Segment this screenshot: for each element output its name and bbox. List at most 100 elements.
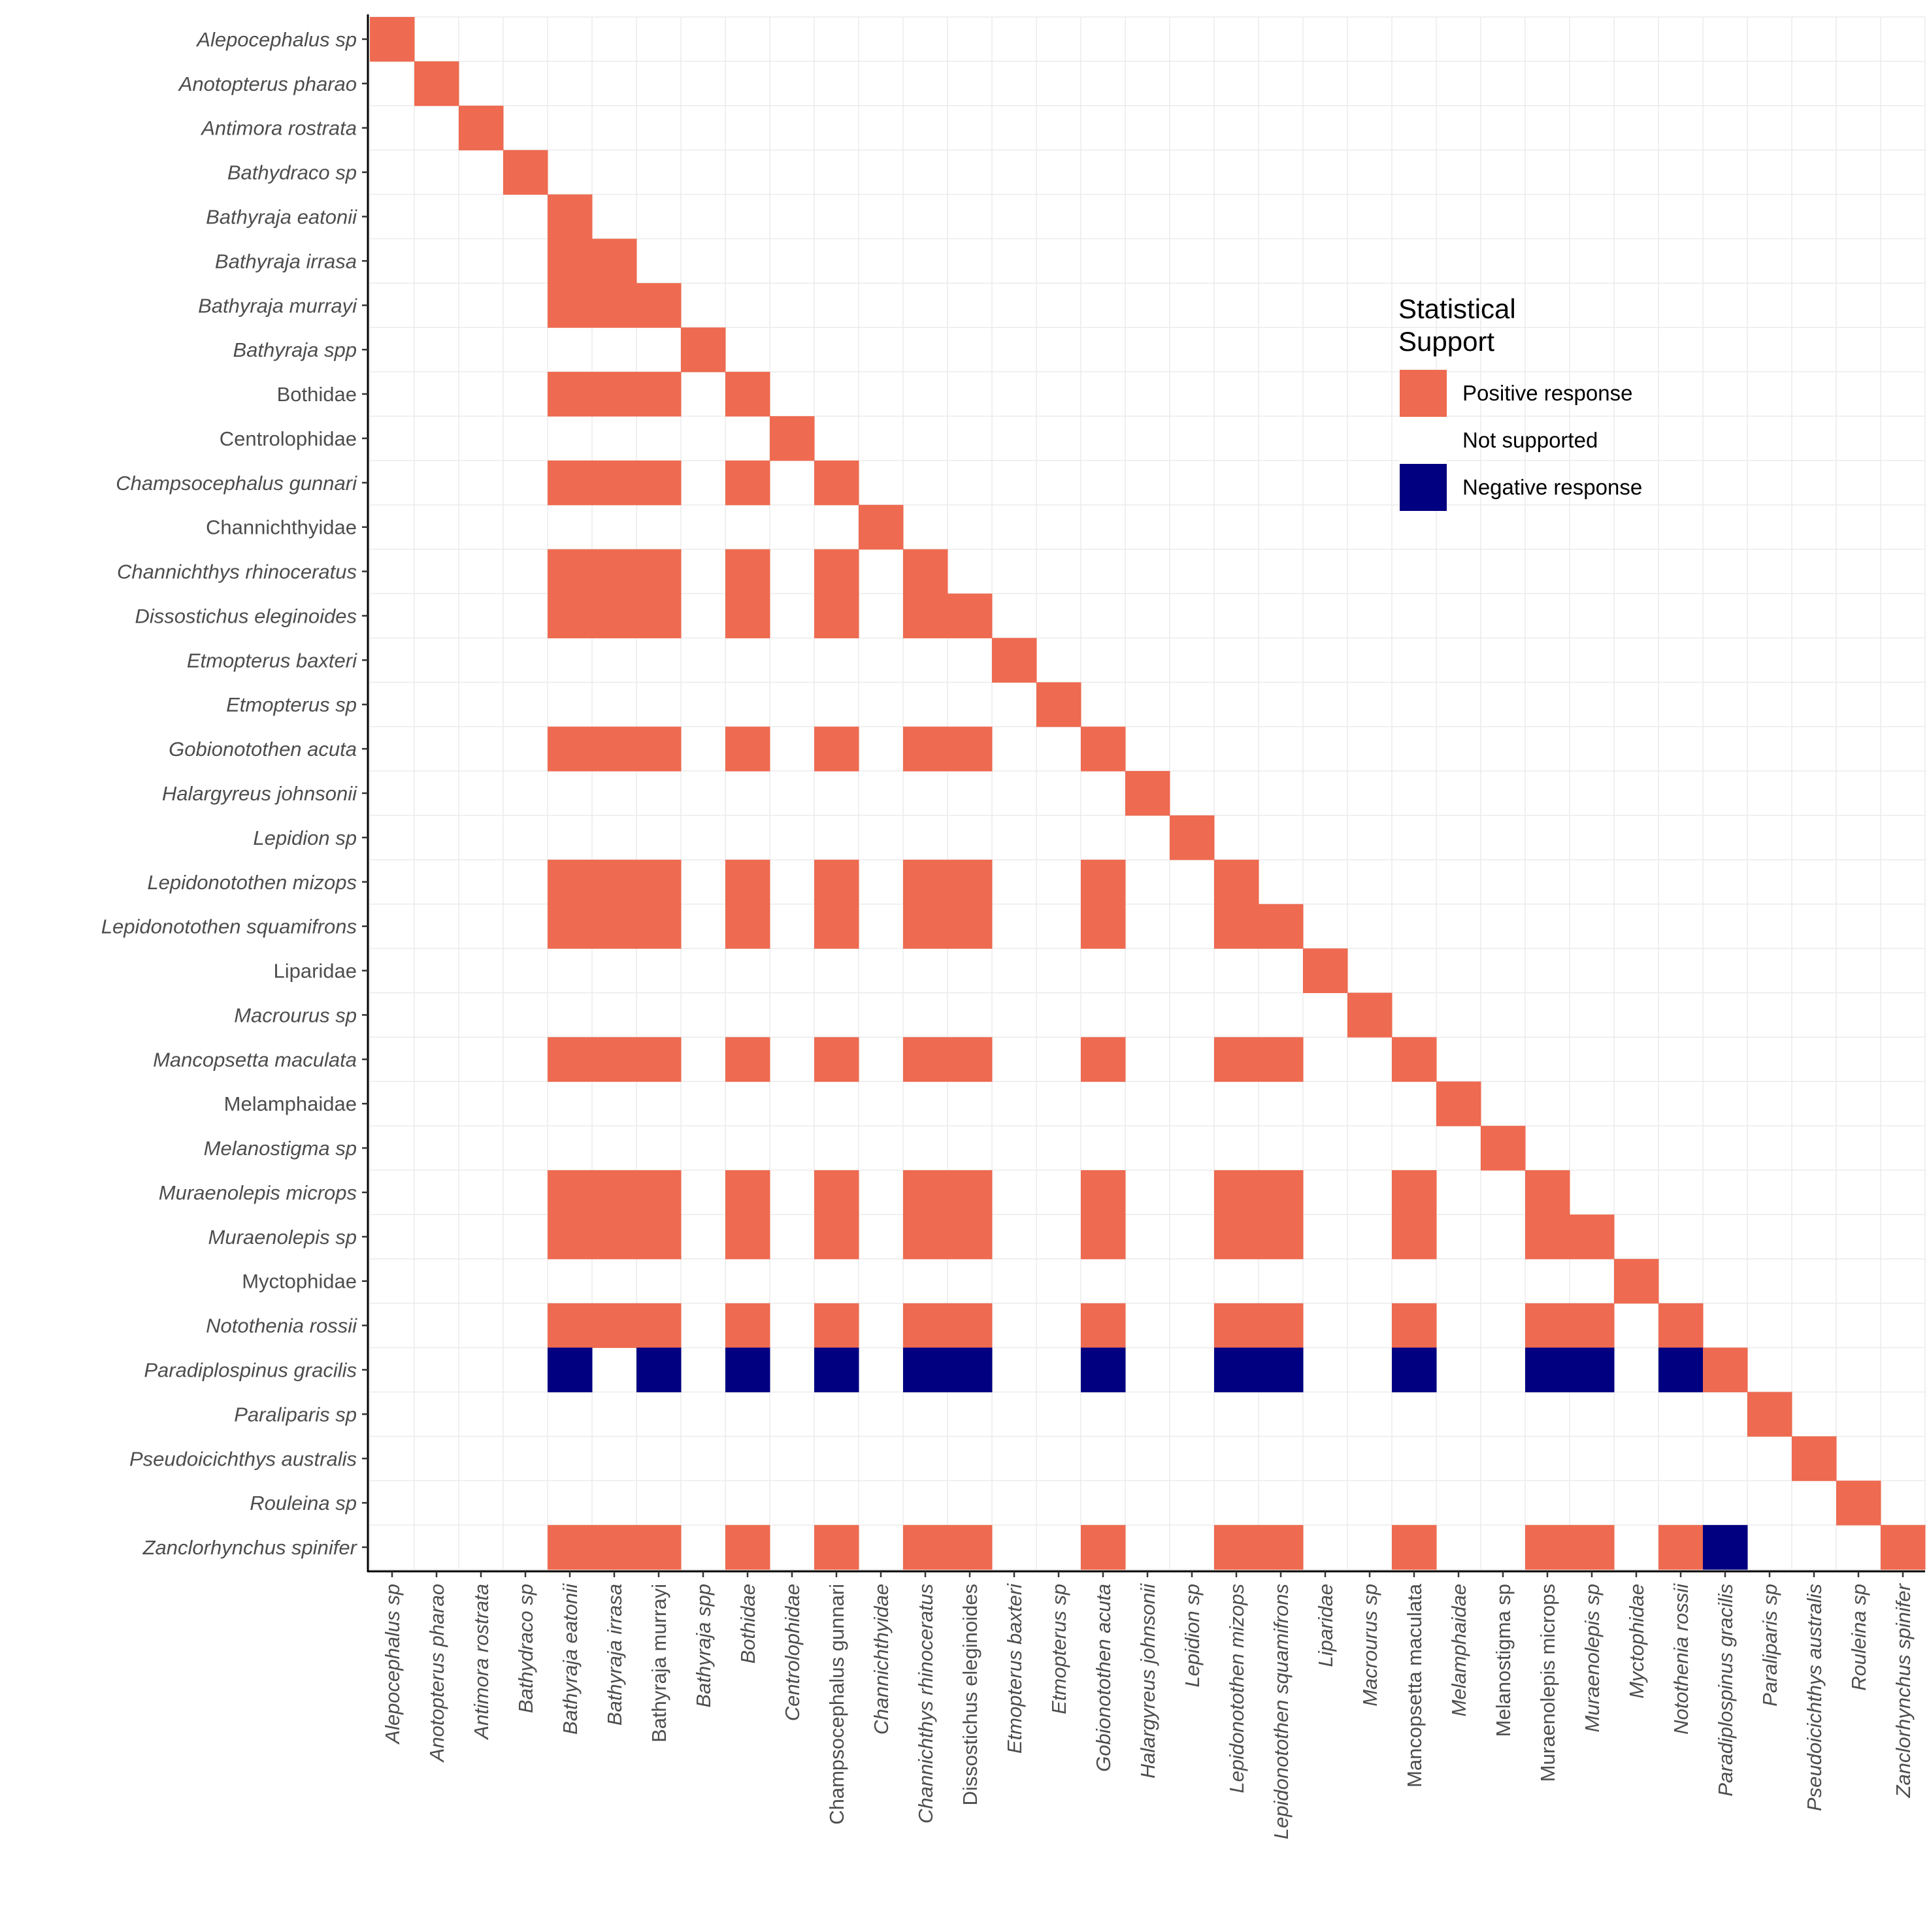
- heatmap-cell-positive: [548, 1037, 593, 1082]
- heatmap-cell-positive: [548, 727, 593, 772]
- x-tick-label: Lepidonotothen mizops: [1225, 1584, 1248, 1793]
- heatmap-cell-positive: [1792, 1436, 1837, 1481]
- heatmap-cell-positive: [948, 1037, 993, 1082]
- heatmap-cell-positive: [903, 1170, 948, 1215]
- legend: Statistical Support Positive response No…: [1398, 293, 1642, 511]
- heatmap-cell-positive: [948, 727, 993, 772]
- heatmap-cell-positive: [548, 1525, 593, 1570]
- heatmap-cell-positive: [903, 1037, 948, 1082]
- heatmap-cell-positive: [948, 593, 993, 638]
- y-tick-label: Halargyreus johnsonii: [162, 782, 357, 805]
- heatmap-cell-positive: [548, 859, 593, 905]
- heatmap-cell-positive: [548, 194, 593, 239]
- heatmap-cell-positive: [814, 549, 859, 595]
- y-tick-label: Paradiplospinus gracilis: [144, 1359, 357, 1382]
- y-tick-label: Macrourus sp: [234, 1004, 357, 1026]
- heatmap-cell-negative: [548, 1347, 593, 1392]
- heatmap-cell-positive: [636, 283, 682, 328]
- heatmap-cell-positive: [1170, 815, 1215, 860]
- heatmap-cell-positive: [1081, 727, 1126, 772]
- heatmap-cell-positive: [1259, 1303, 1304, 1349]
- x-tick-label: Liparidae: [1314, 1584, 1337, 1667]
- x-tick-label: Antimora rostrata: [470, 1584, 493, 1741]
- y-tick-label: Lepidion sp: [253, 827, 357, 849]
- x-tick-label: Muraenolepis sp: [1581, 1584, 1604, 1732]
- legend-key-positive: [1400, 370, 1447, 417]
- heatmap-cell-positive: [814, 1303, 859, 1349]
- heatmap-cell-negative: [1658, 1347, 1704, 1392]
- heatmap-cell-positive: [636, 904, 682, 949]
- y-tick-labels: Alepocephalus sp Anotopterus pharao Antimo…: [101, 28, 358, 1559]
- heatmap-cell-positive: [1303, 948, 1348, 993]
- x-tick-label: Melanostigma sp: [1492, 1584, 1515, 1737]
- heatmap-cell-positive: [948, 1214, 993, 1260]
- legend-key-not-supported: [1400, 417, 1447, 464]
- x-tick-label: Zanclorhynchus spinifer: [1892, 1582, 1915, 1798]
- heatmap-cell-negative: [1259, 1347, 1304, 1392]
- x-tick-label: Alepocephalus sp: [381, 1584, 404, 1745]
- heatmap-cell-positive: [903, 727, 948, 772]
- heatmap-cell-positive: [1881, 1525, 1926, 1570]
- x-tick-label: Etmopterus sp: [1047, 1584, 1070, 1714]
- heatmap-cell-positive: [636, 1037, 682, 1082]
- heatmap-cell-positive: [1481, 1126, 1526, 1171]
- x-tick-label: Bathyraja irrasa: [603, 1584, 626, 1726]
- y-tick-label: Bothidae: [277, 383, 357, 406]
- heatmap-cell-positive: [948, 904, 993, 949]
- heatmap-cell-negative: [1081, 1347, 1126, 1392]
- heatmap-cell-positive: [636, 372, 682, 417]
- heatmap-cell-positive: [903, 1214, 948, 1260]
- heatmap-cell-positive: [814, 1525, 859, 1570]
- y-tick-label: Muraenolepis microps: [159, 1181, 357, 1204]
- heatmap-cell-positive: [548, 593, 593, 638]
- heatmap-cell-positive: [1081, 859, 1126, 905]
- heatmap-cell-positive: [814, 1037, 859, 1082]
- x-tick-label: Lepidonotothen squamifrons: [1270, 1584, 1293, 1839]
- heatmap-cell-positive: [548, 372, 593, 417]
- heatmap-cell-negative: [725, 1347, 770, 1392]
- heatmap-cell-negative: [948, 1347, 993, 1392]
- x-tick-label: Muraenolepis microps: [1536, 1584, 1559, 1782]
- x-tick-label: Bathyraja eatonii: [559, 1583, 582, 1735]
- x-tick-label: Gobionotothen acuta: [1092, 1584, 1115, 1772]
- heatmap-cell-positive: [592, 1214, 637, 1260]
- heatmap-cell-positive: [725, 593, 770, 638]
- heatmap-cell-positive: [636, 1303, 682, 1349]
- y-tick-label: Etmopterus sp: [226, 693, 357, 716]
- x-tick-label: Etmopterus baxteri: [1003, 1583, 1026, 1754]
- heatmap-cell-positive: [1747, 1392, 1792, 1437]
- heatmap-cell-positive: [903, 859, 948, 905]
- heatmap-cell-positive: [725, 1303, 770, 1349]
- y-tick-label: Anotopterus pharao: [178, 73, 357, 95]
- heatmap-cell-positive: [725, 1037, 770, 1082]
- y-tick-label: Gobionotothen acuta: [169, 738, 357, 761]
- x-tick-label: Paraliparis sp: [1758, 1584, 1781, 1707]
- y-tick-label: Lepidonotothen mizops: [147, 871, 357, 894]
- heatmap-cell-positive: [1214, 1303, 1259, 1349]
- y-tick-label: Notothenia rossii: [206, 1315, 357, 1337]
- heatmap-cell-positive: [548, 549, 593, 595]
- heatmap-cell-positive: [1392, 1214, 1437, 1260]
- heatmap-cell-positive: [903, 593, 948, 638]
- heatmap-cell-positive: [1081, 1303, 1126, 1349]
- heatmap-cell-positive: [592, 904, 637, 949]
- heatmap-cell-positive: [725, 727, 770, 772]
- heatmap-cell-positive: [414, 61, 459, 106]
- heatmap-cell-positive: [903, 1525, 948, 1570]
- heatmap-cell-positive: [725, 1214, 770, 1260]
- heatmap-cell-positive: [814, 1214, 859, 1260]
- heatmap-cell-positive: [592, 727, 637, 772]
- heatmap-cell-positive: [548, 460, 593, 506]
- heatmap-cell-positive: [1570, 1303, 1615, 1349]
- y-tick-label: Bathyraja irrasa: [215, 250, 357, 272]
- y-tick-label: Channichthys rhinoceratus: [117, 561, 357, 583]
- heatmap-cell-positive: [636, 549, 682, 595]
- x-tick-label: Myctophidae: [1625, 1584, 1648, 1699]
- y-tick-label: Liparidae: [273, 960, 357, 983]
- x-tick-label: Melamphaidae: [1447, 1584, 1470, 1716]
- heatmap-cell-positive: [592, 238, 637, 284]
- heatmap-cell-positive: [1570, 1214, 1615, 1260]
- legend-label-positive: Positive response: [1462, 381, 1632, 405]
- heatmap-cell-positive: [1614, 1258, 1659, 1304]
